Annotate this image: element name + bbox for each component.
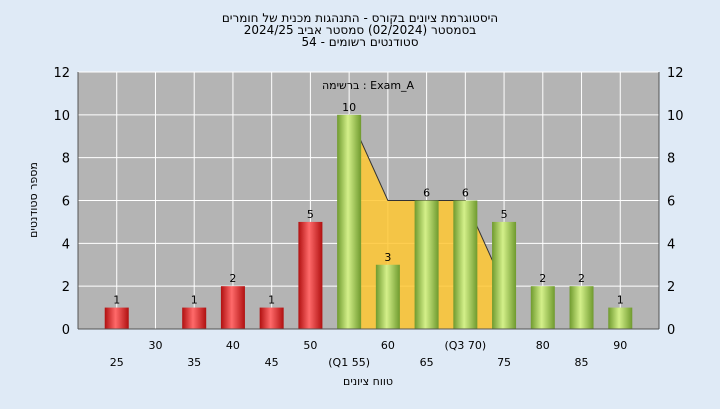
x-tick-label-45: 45 — [265, 356, 279, 369]
x-tick-label-40: 40 — [226, 339, 240, 352]
bar-series — [104, 114, 633, 329]
bar-80 — [530, 286, 555, 329]
y-tick-label-right: 2 — [667, 280, 675, 295]
x-tick-label-80: 80 — [536, 339, 550, 352]
bar-85 — [569, 286, 594, 329]
x-tick-label-55: (Q1 55) — [328, 356, 370, 369]
data-label-80: 2 — [539, 272, 546, 285]
bar-35 — [182, 307, 207, 329]
bar-70 — [453, 200, 478, 329]
chart-title: היסטוגרמת ציונים בקורס - התנהגות מכנית ש… — [222, 11, 498, 25]
y-tick-label-left: 10 — [53, 109, 70, 124]
data-label-55: 10 — [342, 101, 356, 114]
bar-25 — [104, 307, 129, 329]
data-label-70: 6 — [462, 187, 469, 200]
y-tick-label-left: 0 — [62, 323, 70, 338]
y-tick-label-right: 0 — [667, 323, 675, 338]
x-tick-label-90: 90 — [613, 339, 627, 352]
data-label-90: 1 — [617, 294, 624, 307]
x-tick-label-75: 75 — [497, 356, 511, 369]
y-tick-label-left: 8 — [62, 152, 70, 167]
bar-50 — [298, 221, 323, 329]
y-axis-label: מספר סטודנטים — [27, 162, 40, 238]
y-tick-label-right: 8 — [667, 152, 675, 167]
bar-65 — [414, 200, 439, 329]
data-label-40: 2 — [229, 272, 236, 285]
y-tick-label-left: 12 — [53, 66, 70, 81]
data-label-50: 5 — [307, 208, 314, 221]
data-label-65: 6 — [423, 187, 430, 200]
bar-55 — [337, 114, 362, 329]
y-tick-label-right: 12 — [667, 66, 684, 81]
chart-annotation: ברשימה : Exam_A — [322, 79, 415, 92]
bar-90 — [608, 307, 633, 329]
data-label-75: 5 — [501, 208, 508, 221]
bar-75 — [492, 221, 517, 329]
y-tick-label-right: 6 — [667, 195, 675, 210]
x-tick-label-35: 35 — [187, 356, 201, 369]
data-labels: 1 1 2 1 5 10 3 6 6 5 2 2 1 — [113, 101, 624, 307]
chart-subtitle-semester: בסמסטר (02/2024) סמסטר אביב 2024/25 — [244, 23, 476, 37]
y-tick-label-right: 10 — [667, 109, 684, 124]
data-label-35: 1 — [191, 294, 198, 307]
data-label-60: 3 — [384, 251, 391, 264]
x-tick-label-30: 30 — [148, 339, 162, 352]
data-label-45: 1 — [268, 294, 275, 307]
x-tick-label-60: 60 — [381, 339, 395, 352]
y-tick-label-left: 4 — [62, 237, 70, 252]
y-tick-label-left: 2 — [62, 280, 70, 295]
bar-40 — [220, 286, 245, 329]
bar-60 — [375, 264, 400, 329]
x-axis-label: טווח ציונים — [343, 375, 393, 388]
x-tick-label-65: 65 — [420, 356, 434, 369]
y-tick-label-right: 4 — [667, 237, 675, 252]
bar-45 — [259, 307, 284, 329]
y-tick-label-left: 6 — [62, 195, 70, 210]
x-tick-label-70: (Q3 70) — [444, 339, 486, 352]
x-tick-label-50: 50 — [303, 339, 317, 352]
data-label-25: 1 — [113, 294, 120, 307]
x-tick-label-25: 25 — [110, 356, 124, 369]
chart-subtitle-students: סטודנטים רשומים - 54 — [301, 35, 418, 49]
data-label-85: 2 — [578, 272, 585, 285]
x-tick-label-85: 85 — [575, 356, 589, 369]
